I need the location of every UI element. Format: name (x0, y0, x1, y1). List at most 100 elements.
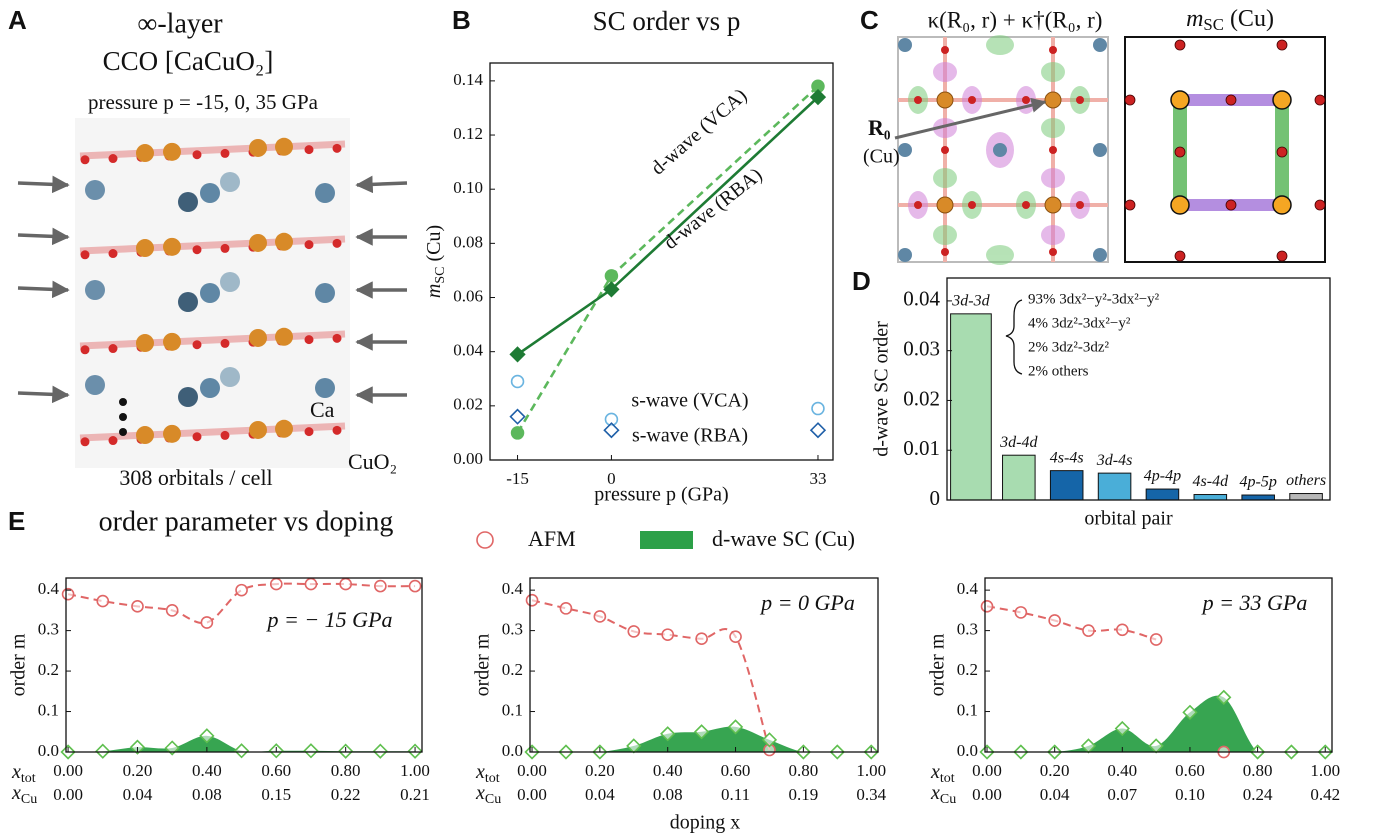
x-row-label: xtot (475, 761, 500, 787)
x-tick-label: 0.20 (585, 761, 615, 780)
marker (96, 594, 110, 608)
x-row-label-part: x (475, 761, 485, 783)
y-axis-label: mSC (Cu) (423, 225, 449, 298)
bar-label: 4p-5p (1240, 474, 1277, 491)
marker (559, 602, 573, 615)
bar-label: 4s-4s (1050, 449, 1084, 466)
panel-label: E (8, 506, 25, 536)
x-tick-label: 1.00 (856, 761, 886, 780)
x-tick-label: 0.40 (192, 761, 222, 780)
bar-label: others (1286, 472, 1326, 489)
annotation: p = 0 GPa (759, 590, 855, 615)
x-cu-label: 0.15 (261, 785, 291, 804)
brace (1005, 299, 1023, 375)
x-row-label: xCu (11, 782, 37, 808)
x-cu-label: 0.00 (53, 785, 83, 804)
y-tick-label: 0.06 (453, 286, 483, 305)
marker (1048, 614, 1061, 627)
x-row-label-part: tot (940, 771, 955, 786)
y-tick-label: 0.12 (453, 124, 483, 143)
marker (509, 408, 526, 425)
x-row-label: xCu (475, 782, 501, 808)
x-row-label-part: Cu (21, 792, 37, 807)
legend-swatch (640, 531, 693, 549)
msc-title-part: SC (1203, 15, 1224, 34)
legend-label: AFM (528, 526, 576, 551)
x-tick-label: 0.00 (517, 761, 547, 780)
panel-label: C (860, 5, 879, 35)
plot-frame (984, 577, 1333, 753)
x-tick-label: 0.80 (331, 761, 361, 780)
y-tick-label: 0.02 (903, 386, 940, 410)
y-tick-label: 0.2 (957, 660, 978, 679)
panel-a-pressure: pressure p = -15, 0, 35 GPa (88, 90, 319, 114)
annotation-line: 2% others (1028, 363, 1089, 379)
x-row-label: xtot (930, 761, 955, 787)
x-row-label: xCu (930, 782, 956, 808)
y-tick-label: 0.3 (502, 620, 523, 639)
y-tick-label: 0.4 (38, 579, 60, 598)
marker (693, 724, 710, 740)
x-cu-label: 0.42 (1310, 785, 1340, 804)
marker (165, 604, 179, 617)
marker (761, 732, 778, 748)
marker (304, 577, 318, 591)
marker (1114, 720, 1130, 737)
kernel-map (894, 35, 1109, 265)
crystal-structure (17, 118, 408, 468)
bar-label: 4p-4p (1144, 468, 1181, 485)
ca-label: Ca (310, 397, 335, 422)
marker (199, 728, 215, 744)
y-tick-label: 0.0 (957, 741, 978, 760)
x-tick-label: 33 (809, 469, 826, 488)
marker (1216, 689, 1232, 706)
y-axis-label: order m (927, 633, 949, 696)
bar (1289, 493, 1323, 501)
y-tick-label: 0.4 (957, 579, 979, 598)
annotation: p = − 15 GPa (265, 607, 392, 632)
marker (200, 616, 214, 629)
panel-label: A (8, 5, 27, 35)
x-cu-label: 0.00 (517, 785, 547, 804)
sc-bond-map (1124, 36, 1326, 263)
x-tick-label: 0.40 (653, 761, 683, 780)
x-row-label-part: x (11, 782, 21, 804)
series-line (67, 582, 416, 625)
plot-frame (946, 277, 1331, 501)
x-row-label-part: Cu (485, 792, 501, 807)
y-axis-label-part: m (423, 284, 445, 298)
y-tick-label: 0.0 (502, 741, 523, 760)
y-axis-label: order m (8, 633, 30, 696)
kernel-title: κ(R₀, r) + κ†(R₀, r) (928, 7, 1103, 32)
bar (1193, 494, 1228, 501)
marker (509, 346, 526, 363)
x-row-label-part: Cu (940, 792, 956, 807)
marker (1149, 633, 1163, 646)
marker (303, 743, 319, 759)
bar-label: 4s-4d (1193, 473, 1230, 490)
y-tick-label: 0.0 (38, 741, 59, 760)
annotation-line: 4% 3dz²-3dx²−y² (1028, 315, 1131, 331)
bar-label: 3d-3d (951, 293, 990, 310)
panel-label: B (452, 5, 471, 35)
x-axis-label: orbital pair (1084, 508, 1173, 530)
panel-e-title: order parameter vs doping (99, 506, 394, 537)
x-cu-label: 0.08 (192, 785, 222, 804)
marker (61, 587, 75, 601)
marker (660, 726, 676, 742)
bar-label: 3d-4d (999, 434, 1038, 451)
marker (593, 610, 607, 623)
series-label: d-wave (VCA) (647, 84, 752, 179)
x-tick-label: 0.00 (53, 761, 83, 780)
plot-frame (65, 577, 423, 753)
bar (1049, 470, 1084, 501)
y-axis-label-part: SC (433, 267, 448, 284)
marker (695, 632, 708, 646)
legend-label: d-wave SC (Cu) (712, 526, 855, 551)
x-row-label: xtot (11, 761, 36, 787)
x-row-label-part: x (475, 782, 485, 804)
site-label: R₀ (868, 115, 891, 140)
marker (374, 579, 387, 593)
marker (604, 269, 619, 283)
bar-label: 3d-4s (1096, 452, 1133, 469)
